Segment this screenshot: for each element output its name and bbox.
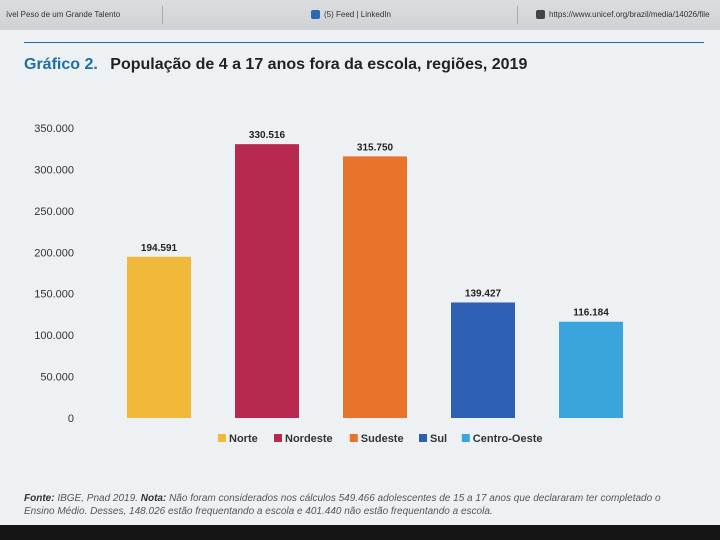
legend-swatch xyxy=(461,434,470,442)
data-label: 116.184 xyxy=(573,308,609,319)
document-page: Gráfico 2. População de 4 a 17 anos fora… xyxy=(0,30,720,525)
tab-label: https://www.unicef.org/brazil/media/1402… xyxy=(549,10,710,19)
legend-swatch xyxy=(218,434,226,442)
bar-norte xyxy=(127,256,191,418)
data-label: 315.750 xyxy=(357,142,394,153)
data-label: 194.591 xyxy=(141,243,178,254)
y-tick-label: 50.000 xyxy=(40,372,74,384)
data-label: 330.516 xyxy=(249,130,286,141)
y-tick-label: 250.000 xyxy=(34,206,74,218)
y-tick-label: 100.000 xyxy=(34,330,74,342)
browser-tab-3[interactable]: https://www.unicef.org/brazil/media/1402… xyxy=(530,6,720,24)
source-label: Fonte: xyxy=(24,493,55,504)
legend: Norte Nordeste Sudeste Sul Centro-Oeste xyxy=(218,433,542,445)
y-tick-label: 200.000 xyxy=(34,247,74,259)
y-tick-label: 350.000 xyxy=(34,123,74,135)
tab-label: ível Peso de um Grande Talento xyxy=(6,10,121,19)
bar-nordeste xyxy=(235,144,299,418)
bar-centro-oeste xyxy=(559,321,623,418)
y-tick-label: 300.000 xyxy=(34,164,74,176)
tab-label: (5) Feed | LinkedIn xyxy=(324,10,392,19)
bar-sudeste xyxy=(343,156,407,418)
legend-label: Nordeste xyxy=(285,433,333,445)
browser-tab-1[interactable]: ível Peso de um Grande Talento xyxy=(0,6,163,24)
note-label: Nota: xyxy=(140,493,167,504)
header-rule xyxy=(24,42,704,43)
note-text: Não foram considerados nos cálculos 549.… xyxy=(24,493,661,517)
chart-title: Gráfico 2. População de 4 a 17 anos fora… xyxy=(24,56,527,74)
bars xyxy=(127,144,623,418)
source-text: IBGE, Pnad 2019. xyxy=(57,493,138,504)
legend-label: Sul xyxy=(430,433,447,445)
data-labels: 194.591 330.516 315.750 139.427 116.184 xyxy=(141,130,609,319)
legend-swatch xyxy=(349,434,358,442)
browser-tab-bar: ível Peso de um Grande Talento (5) Feed … xyxy=(0,0,720,31)
chart-title-prefix: Gráfico 2. xyxy=(24,56,98,73)
linkedin-icon xyxy=(311,10,320,20)
bar-sul xyxy=(451,302,515,418)
legend-swatch xyxy=(274,434,282,442)
chart-title-text: População de 4 a 17 anos fora da escola,… xyxy=(110,56,528,73)
y-tick-label: 150.000 xyxy=(34,289,74,301)
footnote: Fonte: IBGE, Pnad 2019. Nota: Não foram … xyxy=(24,492,684,518)
unicef-icon xyxy=(536,10,545,20)
y-axis: 0 50.000 100.000 150.000 200.000 250.000 300.0… xyxy=(34,123,74,425)
legend-label: Centro-Oeste xyxy=(473,433,543,445)
legend-swatch xyxy=(419,434,427,442)
data-label: 139.427 xyxy=(465,288,502,299)
legend-label: Sudeste xyxy=(361,433,404,445)
y-tick-label: 0 xyxy=(68,413,74,425)
monitor-bezel xyxy=(0,525,720,540)
legend-label: Norte xyxy=(229,433,258,445)
browser-tab-2[interactable]: (5) Feed | LinkedIn xyxy=(305,6,518,24)
